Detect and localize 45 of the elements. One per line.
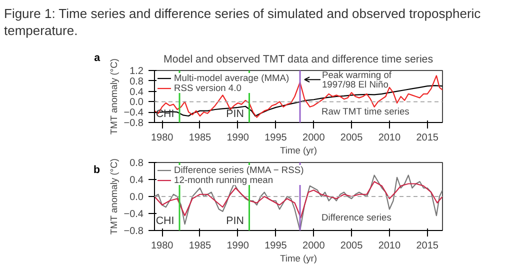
y-tick-label: 1.2 xyxy=(130,66,144,77)
x-tick-label: 2015 xyxy=(416,240,439,252)
y-tick-label: 0.8 xyxy=(130,76,144,88)
y-tick-label: 0.0 xyxy=(130,192,144,203)
x-tick-label: 1995 xyxy=(264,132,288,144)
legend-label: 12-month running mean xyxy=(174,175,274,185)
text: a xyxy=(94,52,100,64)
x-tick-label: 1990 xyxy=(226,240,250,252)
x-tick-label: 1980 xyxy=(150,240,174,252)
annotation: Peak warming of 1997/98 El Niño xyxy=(322,70,392,90)
x-axis-title: Time (yr) xyxy=(280,146,317,156)
y-tick-label: −0.4 xyxy=(124,108,144,119)
y-tick-label: 0.4 xyxy=(130,86,144,98)
x-tick-label: 1985 xyxy=(188,132,212,144)
y-tick-label: 0.0 xyxy=(130,97,144,108)
x-tick-label: 2005 xyxy=(340,240,364,252)
x-tick-label: 2010 xyxy=(378,132,402,144)
ref-line-label: CHI xyxy=(156,215,174,228)
legend-label: RSS version 4.0 xyxy=(174,83,242,93)
ref-line-label: PIN xyxy=(226,215,244,228)
annotation: Raw TMT time series xyxy=(322,106,410,116)
chart-title: Figure 1: Time series and difference series of simulated and observed tropospheric temperature. xyxy=(4,5,482,39)
x-tick-label: 2005 xyxy=(340,132,364,144)
legend-label: Difference series (MMA − RSS) xyxy=(174,165,304,175)
x-axis-title: Time (yr) xyxy=(280,254,317,264)
x-tick-label: 1990 xyxy=(226,132,250,144)
x-tick-label: 2010 xyxy=(378,240,402,252)
annotation: Difference series xyxy=(322,212,392,222)
legend-label: Multi-model average (MMA) xyxy=(174,73,290,83)
text: b xyxy=(93,164,100,176)
y-tick-label: 0.4 xyxy=(130,175,144,186)
x-tick-label: 2000 xyxy=(302,240,326,252)
y-tick-label: −0.8 xyxy=(124,118,144,129)
y-axis-title: TMT anomaly (°C) xyxy=(108,58,119,135)
y-tick-label: 0.8 xyxy=(130,158,144,169)
x-tick-label: 1980 xyxy=(150,132,174,144)
x-tick-label: 2015 xyxy=(416,132,439,144)
x-tick-label: 1995 xyxy=(264,240,288,252)
x-tick-label: 1985 xyxy=(188,240,212,252)
y-axis-title: TMT anomaly (°C) xyxy=(108,158,119,235)
x-tick-label: 2000 xyxy=(302,132,326,144)
ref-line-label: PIN xyxy=(226,108,244,120)
y-tick-label: −0.8 xyxy=(124,226,144,237)
y-tick-label: −0.4 xyxy=(124,209,144,220)
chart-subtitle: Model and observed TMT data and difference time series xyxy=(164,54,434,66)
